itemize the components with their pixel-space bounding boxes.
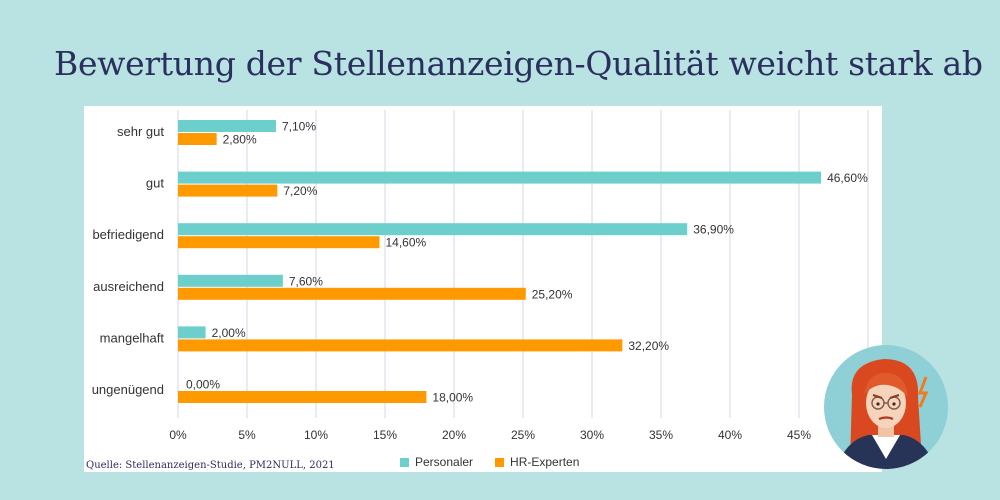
bar-personaler-sehr-gut xyxy=(178,120,276,132)
value-label-personaler-mangelhaft: 2,00% xyxy=(212,326,246,340)
bar-hr-experten-befriedigend xyxy=(178,236,380,249)
bar-hr-experten-ausreichend xyxy=(178,287,526,300)
x-tick-label: 45% xyxy=(787,428,811,442)
legend-item-personaler: Personaler xyxy=(400,455,473,469)
bar-personaler-ausreichend xyxy=(178,274,283,287)
bar-personaler-gut xyxy=(178,171,822,184)
value-label-personaler-sehr-gut: 7,10% xyxy=(282,120,316,134)
x-tick-label: 20% xyxy=(442,428,466,442)
value-label-hr-experten-mangelhaft: 32,20% xyxy=(628,339,669,353)
x-tick-label: 0% xyxy=(169,428,187,442)
bar-personaler-befriedigend xyxy=(178,223,688,236)
bar-chart: 0% 5% 10% 15% 20% 25% 30% 35% 40% 45% sehr gut 7,10… xyxy=(92,110,869,442)
legend-swatch-personaler xyxy=(400,457,409,467)
bar-personaler-mangelhaft xyxy=(178,326,206,339)
value-label-hr-experten-ungenugend: 18,00% xyxy=(432,391,473,405)
bar-hr-experten-ungenugend xyxy=(178,391,427,403)
category-label-sehr-gut: sehr gut xyxy=(117,124,164,139)
x-tick-label: 40% xyxy=(718,428,742,442)
value-label-hr-experten-befriedigend: 14,60% xyxy=(385,236,426,250)
x-tick-label: 35% xyxy=(649,428,673,442)
bar-hr-experten-gut xyxy=(178,184,278,197)
bar-hr-experten-sehr-gut xyxy=(178,133,217,145)
category-label-befriedigend: befriedigend xyxy=(92,227,164,242)
category-label-gut: gut xyxy=(146,176,164,191)
legend-swatch-hr-experten xyxy=(495,457,505,467)
chart-panel: 0% 5% 10% 15% 20% 25% 30% 35% 40% 45% sehr gut 7,10… xyxy=(84,106,882,472)
source-note: Quelle: Stellenanzeigen-Studie, PM2NULL,… xyxy=(86,460,335,471)
legend-item-hr-experten: HR-Experten xyxy=(495,455,579,469)
chart-legend: Personaler HR-Experten xyxy=(400,455,579,469)
woman-avatar-illustration xyxy=(824,345,948,469)
category-label-mangelhaft: mangelhaft xyxy=(100,330,165,345)
legend-label-personaler: Personaler xyxy=(415,455,474,469)
bar-hr-experten-mangelhaft xyxy=(178,339,623,352)
category-label-ausreichend: ausreichend xyxy=(93,279,164,294)
x-tick-label: 5% xyxy=(238,428,256,442)
x-tick-label: 10% xyxy=(304,428,328,442)
value-label-hr-experten-ausreichend: 25,20% xyxy=(532,287,573,301)
value-label-hr-experten-gut: 7,20% xyxy=(283,184,317,198)
category-label-ungenugend: ungenügend xyxy=(92,382,164,397)
x-tick-label: 15% xyxy=(373,428,397,442)
value-label-personaler-ungenugend: 0,00% xyxy=(186,378,220,392)
legend-label-hr-experten: HR-Experten xyxy=(510,455,580,469)
x-tick-label: 30% xyxy=(580,428,604,442)
value-label-personaler-gut: 46,60% xyxy=(827,171,868,185)
value-label-hr-experten-sehr-gut: 2,80% xyxy=(223,133,257,147)
x-tick-label: 25% xyxy=(511,428,535,442)
chart-title: Bewertung der Stellenanzeigen-Qualität w… xyxy=(54,44,983,83)
value-label-personaler-befriedigend: 36,90% xyxy=(693,223,734,237)
value-label-personaler-ausreichend: 7,60% xyxy=(289,274,323,288)
